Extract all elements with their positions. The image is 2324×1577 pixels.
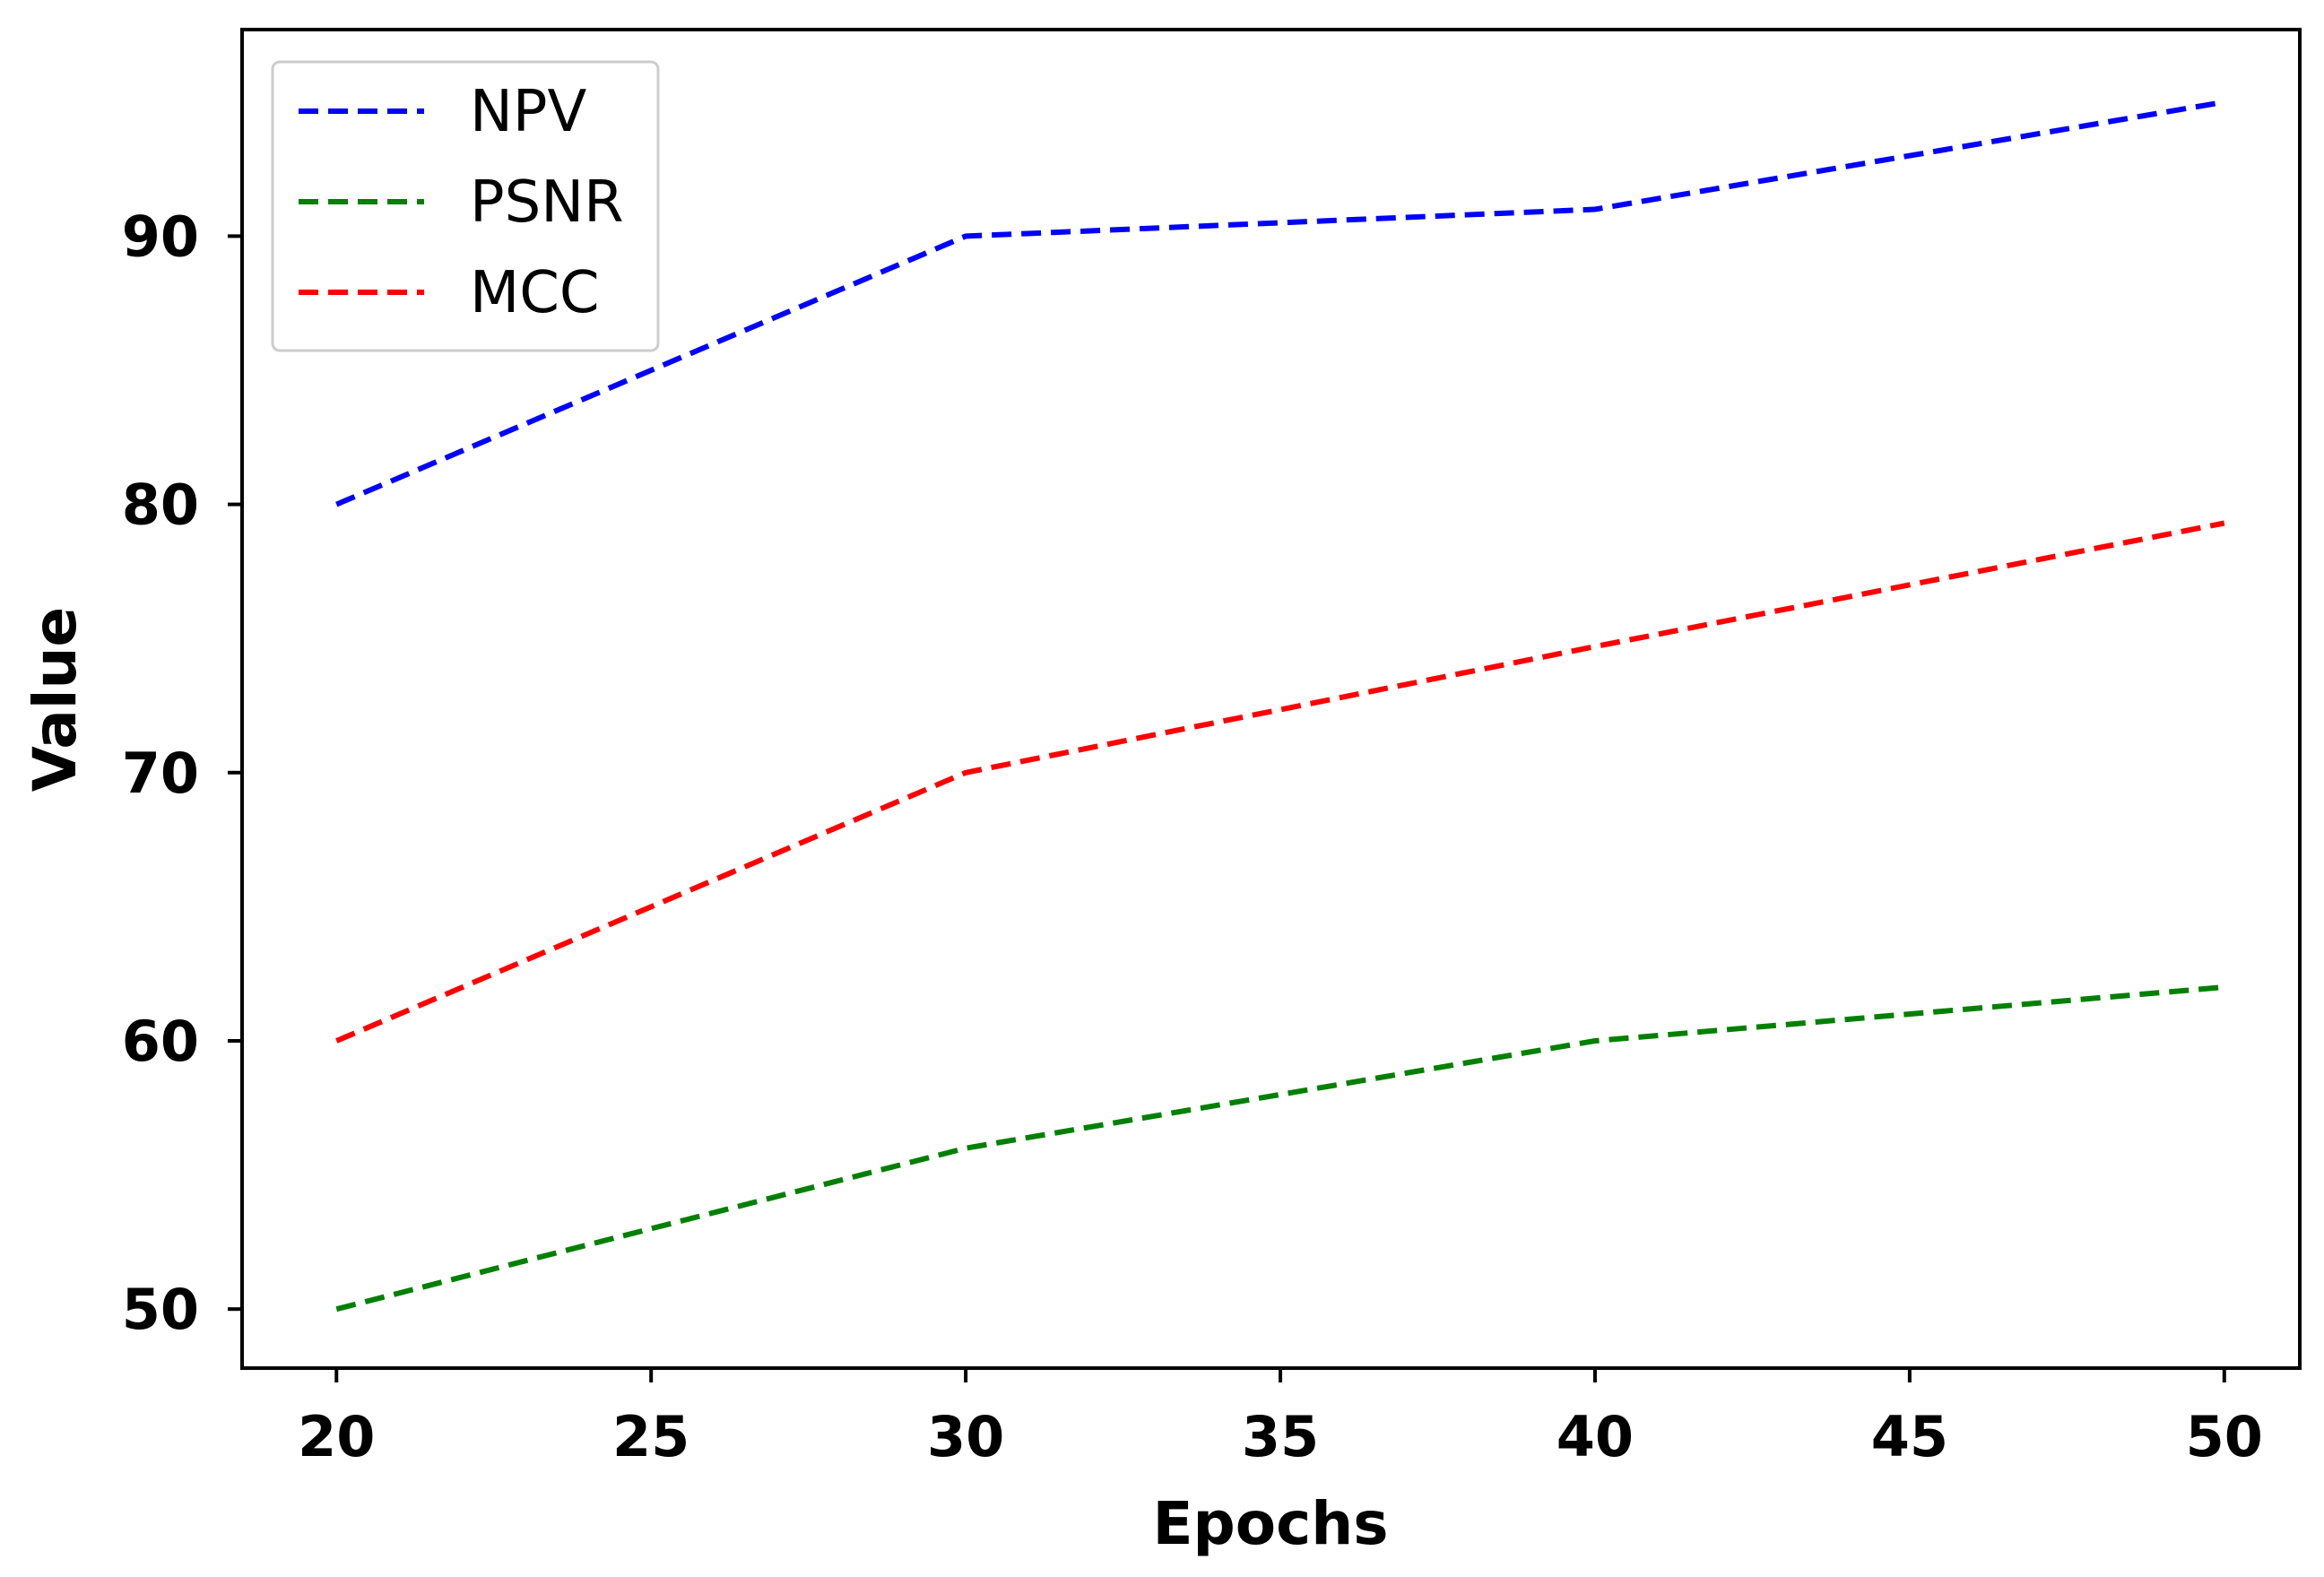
legend-label-npv: NPV [470, 79, 586, 145]
y-tick-label: 80 [122, 472, 199, 538]
legend-box [271, 60, 660, 352]
y-tick-label: 60 [122, 1009, 199, 1074]
series-line-npv [335, 99, 2225, 507]
x-tick-label: 30 [927, 1404, 1004, 1469]
x-tick-label: 45 [1871, 1404, 1948, 1469]
series-layer [335, 99, 2225, 1313]
plot-area-frame [240, 28, 2302, 1370]
y-tick-label: 50 [122, 1277, 199, 1342]
y-axis-label: Value [21, 607, 90, 792]
series-line-psnr [335, 984, 2225, 1313]
x-axis-ticks: 20 25 30 35 40 45 50 [298, 1368, 2263, 1469]
y-axis-ticks: 50 60 70 80 90 [122, 204, 242, 1342]
x-tick-label: 25 [612, 1404, 689, 1469]
series-line-mcc [335, 520, 2225, 1044]
x-tick-label: 35 [1242, 1404, 1319, 1469]
x-tick-label: 40 [1557, 1404, 1634, 1469]
y-tick-label: 90 [122, 204, 199, 269]
legend: NPV PSNR MCC [271, 60, 660, 352]
y-tick-label: 70 [122, 741, 199, 806]
legend-label-psnr: PSNR [470, 169, 624, 236]
x-tick-label: 50 [2186, 1404, 2263, 1469]
x-tick-label: 20 [298, 1404, 375, 1469]
legend-label-mcc: MCC [470, 260, 600, 326]
x-axis-label: Epochs [1152, 1489, 1388, 1558]
